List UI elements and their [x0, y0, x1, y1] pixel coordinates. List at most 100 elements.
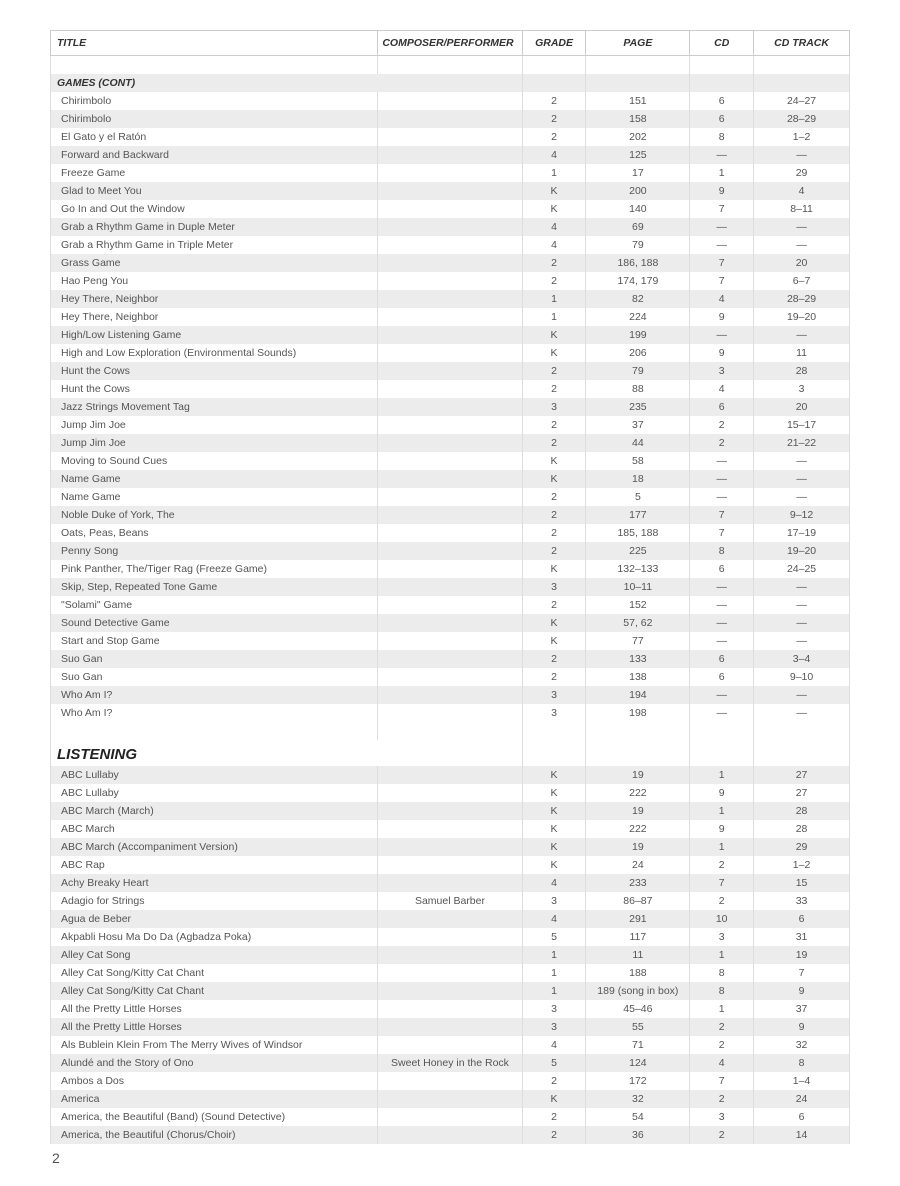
cell-composer	[378, 506, 522, 524]
cell-cd: 8	[690, 542, 754, 560]
cell-track: —	[754, 218, 850, 236]
cell-cd: 2	[690, 856, 754, 874]
cell-grade: K	[522, 182, 586, 200]
table-row: Freeze Game117129	[51, 164, 850, 182]
cell-title: Grab a Rhythm Game in Triple Meter	[51, 236, 378, 254]
cell-grade: K	[522, 838, 586, 856]
cell-grade: 4	[522, 146, 586, 164]
cell-title: All the Pretty Little Horses	[51, 1000, 378, 1018]
cell-cd: —	[690, 614, 754, 632]
cell-page: 132–133	[586, 560, 690, 578]
cell-title: Oats, Peas, Beans	[51, 524, 378, 542]
table-row: ABC LullabyK19127	[51, 766, 850, 784]
table-row: Hunt the Cows279328	[51, 362, 850, 380]
table-row: Grab a Rhythm Game in Duple Meter469——	[51, 218, 850, 236]
cell-cd: —	[690, 146, 754, 164]
cell-title: Jazz Strings Movement Tag	[51, 398, 378, 416]
cell-track: 31	[754, 928, 850, 946]
cell-cd: 8	[690, 964, 754, 982]
cell-grade: 4	[522, 218, 586, 236]
document-page: TITLE COMPOSER/PERFORMER GRADE PAGE CD C…	[0, 0, 900, 1186]
cell-track: 4	[754, 182, 850, 200]
cell-track: 14	[754, 1126, 850, 1144]
cell-composer	[378, 704, 522, 722]
cell-composer	[378, 344, 522, 362]
table-row: Alley Cat Song111119	[51, 946, 850, 964]
cell-cd: 6	[690, 560, 754, 578]
cell-track: 9–12	[754, 506, 850, 524]
cell-cd: 3	[690, 1108, 754, 1126]
cell-grade: 2	[522, 650, 586, 668]
cell-title: Forward and Backward	[51, 146, 378, 164]
cell-page: 24	[586, 856, 690, 874]
cell-page: 200	[586, 182, 690, 200]
cell-grade: 2	[522, 434, 586, 452]
cell-composer	[378, 416, 522, 434]
cell-cd: —	[690, 704, 754, 722]
cell-track: 29	[754, 164, 850, 182]
cell-page: 18	[586, 470, 690, 488]
cell-track: 19–20	[754, 542, 850, 560]
cell-composer	[378, 362, 522, 380]
cell-title: ABC March (March)	[51, 802, 378, 820]
cell-title: Alundé and the Story of Ono	[51, 1054, 378, 1072]
cell-grade: 2	[522, 668, 586, 686]
table-row: ABC RapK2421–2	[51, 856, 850, 874]
cell-track: 33	[754, 892, 850, 910]
cell-track: —	[754, 236, 850, 254]
cell-cd: 6	[690, 110, 754, 128]
table-row: Go In and Out the WindowK14078–11	[51, 200, 850, 218]
cell-title: Grab a Rhythm Game in Duple Meter	[51, 218, 378, 236]
cell-page: 11	[586, 946, 690, 964]
cell-grade: 3	[522, 1018, 586, 1036]
cell-grade: 2	[522, 362, 586, 380]
cell-page: 199	[586, 326, 690, 344]
cell-title: Penny Song	[51, 542, 378, 560]
cell-page: 45–46	[586, 1000, 690, 1018]
cell-track: 19–20	[754, 308, 850, 326]
table-row: Oats, Peas, Beans2185, 188717–19	[51, 524, 850, 542]
cell-grade: 2	[522, 1108, 586, 1126]
cell-title: Chirimbolo	[51, 92, 378, 110]
table-row: Alundé and the Story of OnoSweet Honey i…	[51, 1054, 850, 1072]
cell-track: —	[754, 596, 850, 614]
cell-title: America, the Beautiful (Chorus/Choir)	[51, 1126, 378, 1144]
cell-page: 82	[586, 290, 690, 308]
cell-page: 174, 179	[586, 272, 690, 290]
cell-cd: 2	[690, 434, 754, 452]
cell-composer	[378, 650, 522, 668]
cell-grade: K	[522, 344, 586, 362]
cell-grade: 2	[522, 1072, 586, 1090]
cell-page: 185, 188	[586, 524, 690, 542]
table-row: Penny Song2225819–20	[51, 542, 850, 560]
cell-grade: K	[522, 784, 586, 802]
cell-page: 86–87	[586, 892, 690, 910]
cell-grade: 2	[522, 596, 586, 614]
cell-cd: 9	[690, 784, 754, 802]
cell-page: 36	[586, 1126, 690, 1144]
cell-title: Hunt the Cows	[51, 362, 378, 380]
cell-page: 32	[586, 1090, 690, 1108]
table-row: Suo Gan213363–4	[51, 650, 850, 668]
cell-title: ABC March	[51, 820, 378, 838]
cell-title: Name Game	[51, 470, 378, 488]
cell-title: El Gato y el Ratón	[51, 128, 378, 146]
cell-grade: 4	[522, 910, 586, 928]
cell-grade: 2	[522, 1126, 586, 1144]
cell-title: ABC Lullaby	[51, 766, 378, 784]
cell-grade: K	[522, 856, 586, 874]
header-track: CD TRACK	[754, 31, 850, 56]
cell-composer	[378, 92, 522, 110]
cell-grade: 2	[522, 524, 586, 542]
cell-cd: 2	[690, 416, 754, 434]
table-row: Glad to Meet YouK20094	[51, 182, 850, 200]
cell-grade: 1	[522, 290, 586, 308]
table-row	[51, 56, 850, 74]
cell-grade: K	[522, 1090, 586, 1108]
cell-page: 17	[586, 164, 690, 182]
cell-cd: 8	[690, 982, 754, 1000]
cell-title: ABC March (Accompaniment Version)	[51, 838, 378, 856]
cell-track: 28–29	[754, 290, 850, 308]
table-row: Jump Jim Joe244221–22	[51, 434, 850, 452]
cell-grade: 4	[522, 1036, 586, 1054]
